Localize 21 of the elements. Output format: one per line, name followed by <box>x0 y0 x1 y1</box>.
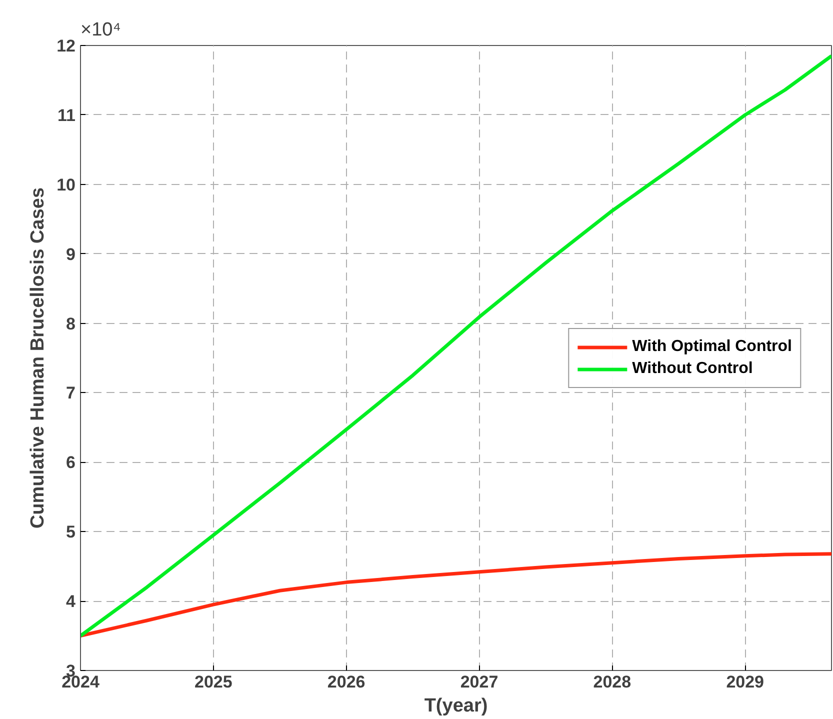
x-tick-label: 2026 <box>327 672 366 692</box>
y-tick-label: 7 <box>66 384 76 403</box>
y-tick-label: 6 <box>66 453 76 472</box>
y-tick-label: 9 <box>66 244 76 264</box>
y-tick-label: 12 <box>56 36 76 56</box>
legend-label: With Optimal Control <box>632 338 792 356</box>
line-series <box>80 552 832 638</box>
x-axis-title: T(year) <box>424 696 488 716</box>
y-tick-label: 10 <box>56 175 76 194</box>
x-tick-label: 2027 <box>460 672 498 692</box>
legend-label: Without Control <box>632 360 753 378</box>
y-tick-label: 4 <box>66 592 76 612</box>
y-tick-label: 11 <box>58 106 76 125</box>
x-tick-label: 2029 <box>726 672 764 692</box>
y-tick-label: 5 <box>66 522 76 542</box>
x-tick-label: 2025 <box>194 672 232 692</box>
text: ×10⁴ <box>80 20 121 40</box>
x-tick-label: 2028 <box>593 672 632 692</box>
y-axis-title: Cumulative Human Brucellosis Cases <box>28 187 49 529</box>
y-tick-label: 8 <box>66 314 76 334</box>
line-series <box>80 54 832 638</box>
